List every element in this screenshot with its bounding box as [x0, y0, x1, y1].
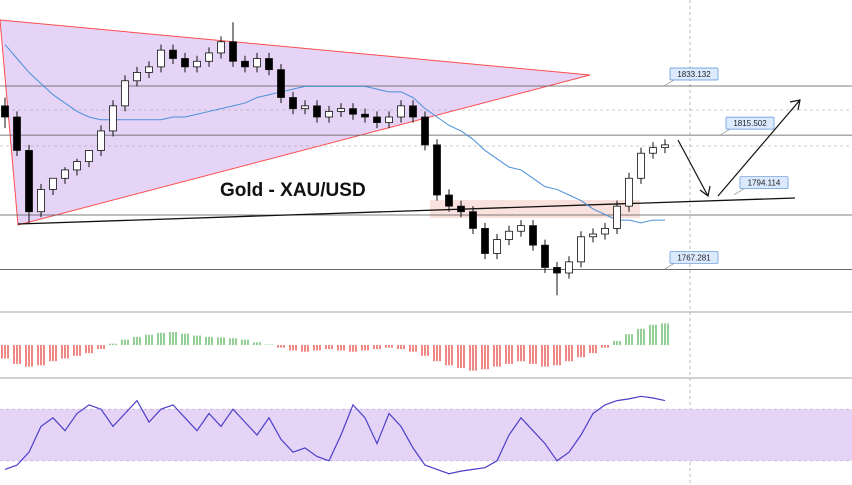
candle-body	[361, 113, 369, 118]
candle-body	[97, 130, 105, 151]
candle-body	[577, 236, 585, 263]
level-label-box	[669, 67, 719, 81]
level-label-box	[739, 176, 789, 190]
candle-body	[625, 177, 633, 207]
candle-body	[589, 233, 597, 238]
candle-body	[601, 228, 609, 235]
candle-body	[145, 66, 153, 73]
candle-body	[445, 194, 453, 207]
arrow-head	[699, 185, 711, 198]
level-label: 1815.502	[733, 119, 767, 128]
candle-body	[613, 205, 621, 229]
candle-body	[409, 105, 417, 118]
arrow-head	[789, 99, 801, 111]
candle-body	[637, 152, 645, 179]
candle-body	[49, 177, 57, 190]
candle-body	[385, 116, 393, 123]
label-leader	[719, 128, 731, 136]
level-label-box	[725, 116, 775, 130]
candle-body	[253, 58, 261, 68]
level-label: 1794.114	[748, 179, 781, 188]
candle-body	[337, 108, 345, 112]
candle-body	[541, 244, 549, 268]
candle-body	[397, 105, 405, 118]
candle-body	[181, 58, 189, 68]
candle-body	[649, 147, 657, 154]
candle-body	[373, 116, 381, 123]
candle-body	[85, 150, 93, 162]
arrow-down	[677, 139, 709, 197]
level-label: 1833.132	[677, 70, 711, 79]
chart-title: Gold - XAU/USD	[220, 180, 366, 201]
candle-body	[469, 211, 477, 229]
candle-body	[61, 169, 69, 179]
candle-body	[349, 108, 357, 115]
trend-line	[17, 197, 796, 225]
candle-body	[13, 116, 21, 151]
candle-body	[289, 97, 297, 110]
candle-body	[37, 189, 45, 213]
candle-body	[481, 228, 489, 254]
level-label-box	[669, 251, 719, 264]
oscillator-band	[0, 409, 852, 461]
candle-body	[433, 144, 441, 196]
candle-body	[25, 150, 33, 213]
candle-body	[169, 49, 177, 59]
candle-body	[121, 80, 129, 107]
candle-body	[517, 225, 525, 232]
candle-body	[553, 267, 561, 274]
candle-body	[529, 225, 537, 246]
candle-body	[73, 161, 81, 171]
candle-body	[301, 105, 309, 110]
stochastic-line	[4, 395, 666, 475]
candle-body	[661, 144, 669, 149]
candle-body	[193, 60, 201, 68]
candle-body	[505, 230, 513, 240]
label-leader	[663, 79, 675, 87]
arrow-up	[717, 99, 801, 197]
label-leader	[733, 188, 745, 195]
candle-body	[109, 105, 117, 132]
candle-body	[1, 105, 9, 118]
label-leader	[663, 263, 675, 270]
candle-body	[493, 239, 501, 254]
candle-body	[457, 205, 465, 213]
candle-body	[205, 52, 213, 62]
candle-body	[421, 116, 429, 146]
candle-body	[565, 261, 573, 274]
candle-body	[133, 72, 141, 82]
candle-body	[313, 105, 321, 118]
candle-body	[241, 60, 249, 68]
level-label: 1767.281	[677, 253, 711, 262]
candle-body	[157, 49, 165, 68]
arrows	[677, 99, 801, 198]
candle-body	[277, 69, 285, 98]
candle-body	[325, 111, 333, 118]
candle-body	[265, 58, 273, 71]
candle-body	[217, 41, 225, 54]
candle-body	[229, 41, 237, 62]
